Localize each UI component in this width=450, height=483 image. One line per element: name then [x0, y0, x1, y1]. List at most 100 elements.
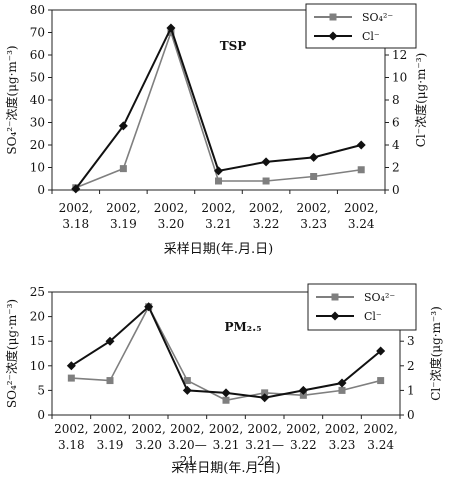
x-tick-label: 2002,	[170, 422, 204, 436]
cl-point	[309, 152, 319, 162]
so4-point	[106, 377, 114, 385]
legend-diamond-marker	[330, 311, 340, 321]
x-tick-label: 2002,	[247, 422, 281, 436]
cl-point	[261, 157, 271, 167]
x-tick-label: 3.23	[300, 217, 327, 231]
cl-point	[71, 184, 81, 194]
x-axis-title: 采样日期(年.月.日)	[171, 461, 280, 476]
x-tick-label: 3.19	[97, 438, 124, 452]
x-tick-label: 2002,	[106, 201, 140, 215]
cl-point	[118, 121, 128, 131]
cl-point	[376, 346, 386, 356]
x-tick-label: 3.18	[62, 217, 89, 231]
left-tick-label: 0	[37, 408, 45, 422]
x-tick-label: 2002,	[209, 422, 243, 436]
so4-point	[215, 177, 222, 185]
left-axis-title: SO₄²⁻浓度(μg·m⁻³)	[4, 45, 19, 154]
cl-point	[166, 23, 176, 33]
right-tick-label: 10	[392, 71, 407, 85]
right-tick-label: 0	[392, 183, 400, 197]
left-tick-label: 30	[30, 116, 45, 130]
x-tick-label: 3.20—	[168, 438, 207, 452]
cl-point	[182, 385, 192, 395]
legend-entry: Cl⁻	[364, 310, 382, 323]
right-tick-label: 2	[392, 161, 400, 175]
x-tick-label: 2002,	[93, 422, 127, 436]
right-axis-title: Cl⁻浓度(μg·m⁻³)	[413, 53, 428, 148]
so4-point	[357, 166, 365, 174]
cl-point	[105, 336, 115, 346]
legend-square-marker	[329, 13, 337, 21]
legend-entry: SO₄²⁻	[364, 291, 395, 304]
right-tick-label: 12	[392, 48, 407, 62]
x-tick-label: 2002,	[249, 201, 283, 215]
plot-frame	[51, 291, 401, 416]
x-tick-label: 2002,	[54, 422, 88, 436]
left-axis-title: SO₄²⁻浓度(μg·m⁻³)	[4, 299, 19, 408]
cl-point	[298, 385, 308, 395]
x-tick-label: 3.22	[253, 217, 280, 231]
x-tick-label: 2002,	[363, 422, 397, 436]
so4-point	[67, 374, 75, 382]
legend-square-marker	[331, 293, 339, 301]
x-tick-label: 3.23	[329, 438, 356, 452]
x-tick-label: 3.24	[348, 217, 375, 231]
cl-point	[356, 140, 366, 150]
cl-point	[260, 393, 270, 403]
right-tick-label: 2	[407, 359, 415, 373]
series-line-so4	[75, 29, 362, 189]
cl-point	[66, 361, 76, 371]
cl-point	[221, 388, 231, 398]
cl-point	[214, 166, 223, 176]
left-tick-label: 0	[37, 183, 45, 197]
x-tick-label: 3.22	[290, 438, 317, 452]
left-tick-label: 5	[37, 383, 45, 397]
chart-1: 0102030405060708002468101214162002,3.182…	[4, 3, 428, 257]
cl-point	[144, 302, 154, 312]
left-tick-label: 80	[30, 3, 45, 17]
so4-point	[222, 396, 230, 404]
x-tick-label: 3.21	[205, 217, 232, 231]
legend-diamond-marker	[328, 31, 338, 41]
left-tick-label: 15	[30, 334, 45, 348]
x-tick-label: 2002,	[154, 201, 188, 215]
x-tick-label: 2002,	[286, 422, 320, 436]
left-tick-label: 60	[30, 48, 45, 62]
x-tick-label: 3.21	[213, 438, 240, 452]
series-line-cl	[74, 25, 362, 190]
left-tick-label: 70	[30, 26, 45, 40]
left-tick-label: 50	[30, 71, 45, 85]
right-tick-label: 8	[392, 93, 400, 107]
so4-point	[119, 165, 127, 173]
legend: SO₄²⁻ Cl⁻	[307, 283, 417, 331]
x-tick-label: 2002,	[325, 422, 359, 436]
x-tick-label: 2002,	[59, 201, 93, 215]
x-tick-label: 3.19	[110, 217, 137, 231]
so4-point	[262, 177, 270, 185]
right-tick-label: 1	[407, 383, 415, 397]
right-tick-label: 0	[407, 408, 415, 422]
x-tick-label: 3.24	[367, 438, 394, 452]
right-tick-label: 6	[392, 116, 400, 130]
right-axis-title: Cl⁻浓度(μg·m⁻³)	[428, 306, 443, 401]
so4-point	[377, 377, 385, 385]
so4-point	[338, 386, 346, 394]
x-tick-label: 3.21—	[245, 438, 284, 452]
left-tick-label: 10	[30, 161, 45, 175]
chart-label: TSP	[220, 39, 247, 53]
x-tick-label: 22	[257, 454, 272, 468]
x-tick-label: 2002,	[344, 201, 378, 215]
x-tick-label: 2002,	[131, 422, 165, 436]
left-tick-label: 10	[30, 359, 45, 373]
so4-point	[261, 389, 269, 397]
right-tick-label: 4	[392, 138, 400, 152]
legend: SO₄²⁻ Cl⁻	[305, 3, 417, 49]
x-tick-label: 21	[180, 454, 195, 468]
x-tick-label: 2002,	[201, 201, 235, 215]
so4-point	[310, 173, 318, 180]
chart-2: 05101520250123452002,3.182002,3.192002,3…	[4, 283, 443, 476]
cl-point	[337, 378, 347, 388]
left-tick-label: 20	[30, 138, 45, 152]
left-tick-label: 20	[30, 310, 45, 324]
